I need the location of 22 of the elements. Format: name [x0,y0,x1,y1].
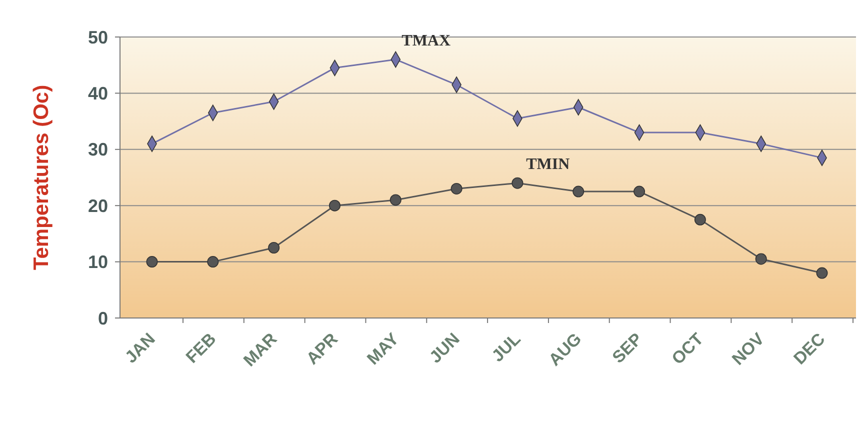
point [634,186,646,198]
y-tick-label: 10 [88,252,108,272]
x-tick-label: JUL [488,329,524,366]
point [816,267,828,279]
point [390,194,402,206]
y-tick-label: 20 [88,196,108,216]
series-label: TMAX [402,32,451,50]
point [450,183,462,194]
point [694,214,706,226]
series-label: TMIN [526,156,570,174]
y-axis-title: Temperatures (Oc) [30,84,53,270]
point [207,256,219,268]
y-tick-label: 40 [88,84,108,104]
y-tick-label: 30 [88,140,108,160]
y-tick-label: 50 [88,27,108,48]
point [146,256,158,268]
point [572,186,584,198]
point [512,177,524,189]
y-tick-label: 0 [98,308,108,328]
point [268,242,280,254]
point [755,253,767,265]
point [328,200,340,212]
